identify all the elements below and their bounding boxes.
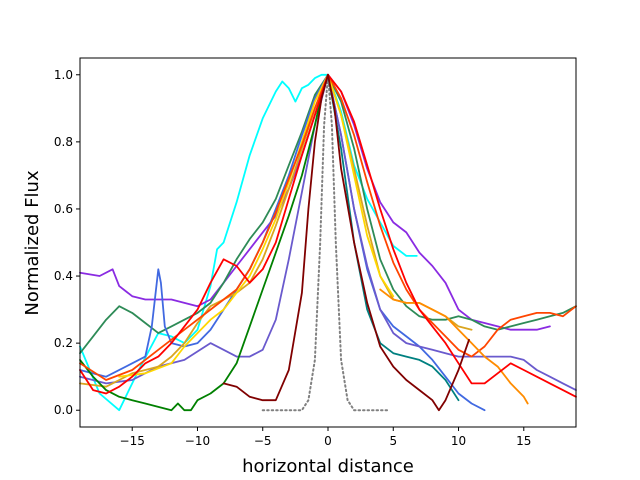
y-tick-label: 0.8: [54, 135, 73, 149]
x-tick-label: 10: [451, 434, 466, 448]
y-axis-ticks: 0.0 0.2 0.4 0.6 0.8 1.0: [54, 68, 80, 417]
y-tick-label: 1.0: [54, 68, 73, 82]
y-tick-label: 0.0: [54, 403, 73, 417]
x-tick-label: 0: [324, 434, 332, 448]
series-line-8: [79, 73, 329, 412]
x-axis-ticks: −15 −10 −5 0 5 10 15: [120, 427, 531, 448]
y-tick-label: 0.6: [54, 202, 73, 216]
series-line-11: [379, 288, 529, 405]
x-tick-label: −5: [254, 434, 272, 448]
x-tick-label: 15: [516, 434, 531, 448]
x-axis-label: horizontal distance: [242, 456, 414, 477]
series-line-7: [118, 73, 395, 378]
series-line-6: [79, 73, 473, 388]
series-line-12: [79, 73, 577, 398]
y-tick-label: 0.4: [54, 269, 73, 283]
series-line-4: [79, 73, 486, 412]
x-tick-label: 5: [389, 434, 397, 448]
series-line-13: [222, 73, 470, 412]
y-axis-label: Normalized Flux: [22, 170, 43, 316]
series-line-10: [79, 73, 577, 381]
series-line-5: [79, 73, 577, 392]
series-line-9: [327, 73, 460, 402]
x-tick-label: −10: [185, 434, 210, 448]
x-tick-label: −15: [120, 434, 145, 448]
y-tick-label: 0.2: [54, 336, 73, 350]
series-layer: [79, 73, 577, 412]
